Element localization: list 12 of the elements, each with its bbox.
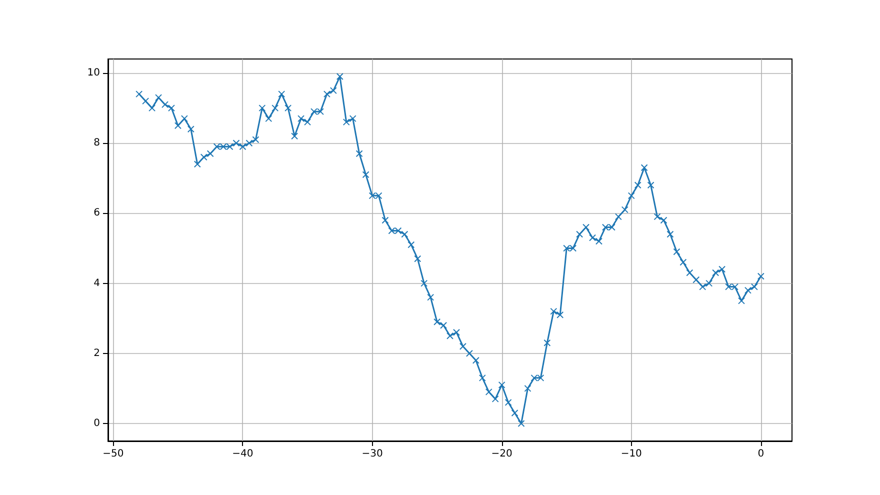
y-tick-label: 0 [94, 418, 100, 429]
y-tick-label: 6 [94, 208, 100, 219]
y-tick-label: 8 [94, 138, 100, 149]
y-tick-label: 2 [94, 348, 100, 359]
y-tick-label: 10 [87, 68, 100, 79]
x-tick-label: −40 [232, 448, 254, 460]
x-tick-label: −10 [620, 448, 642, 460]
x-tick-label: −20 [491, 448, 512, 460]
x-tick-label: 0 [758, 448, 764, 460]
x-tick-label: −30 [362, 448, 383, 460]
y-tick-label: 4 [94, 278, 100, 289]
x-tick-label: −50 [102, 448, 124, 460]
